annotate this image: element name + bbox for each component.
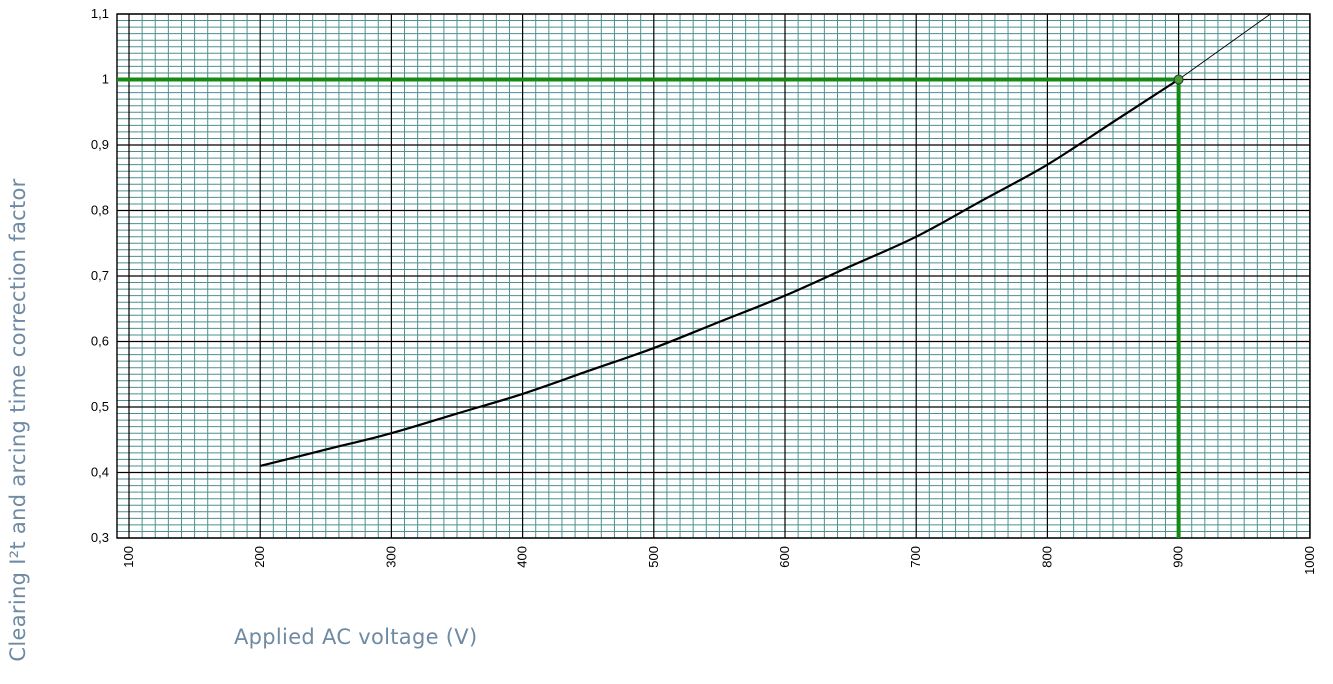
- x-tick-label: 500: [646, 546, 661, 568]
- y-tick-label: 0,7: [91, 268, 109, 283]
- x-tick-label: 800: [1039, 546, 1054, 568]
- x-tick-label: 200: [252, 546, 267, 568]
- y-tick-labels: 0,3 0,4 0,5 0,6 0,7 0,8 0,9 1 1,1: [91, 6, 109, 545]
- x-tick-label: 600: [777, 546, 792, 568]
- y-tick-label: 0,8: [91, 203, 109, 218]
- plot-border: [116, 13, 1311, 539]
- x-tick-label: 700: [908, 546, 923, 568]
- reference-lines: [117, 77, 1181, 538]
- x-tick-label: 300: [383, 546, 398, 568]
- y-tick-label: 0,6: [91, 334, 109, 349]
- plot-frame: [116, 13, 1311, 539]
- y-tick-label: 0,4: [91, 465, 109, 480]
- y-axis-title: Clearing I²t and arcing time correction …: [6, 178, 30, 662]
- y-tick-label: 1: [102, 72, 109, 87]
- y-tick-label: 0,3: [91, 530, 109, 545]
- reference-point-marker: [1173, 74, 1184, 85]
- correction-curve-extension: [1178, 14, 1271, 80]
- x-tick-label: 1000: [1302, 546, 1317, 575]
- curves: [259, 14, 1271, 468]
- x-axis-title: Applied AC voltage (V): [234, 625, 478, 649]
- x-tick-labels: 100 200 300 400 500 600 700 800 900 1000: [121, 546, 1317, 575]
- y-tick-label: 0,9: [91, 137, 109, 152]
- y-tick-label: 1,1: [91, 6, 109, 21]
- x-tick-label: 900: [1171, 546, 1186, 568]
- x-tick-label: 400: [515, 546, 530, 568]
- correction-curve: [259, 78, 1180, 468]
- markers: [1173, 74, 1184, 85]
- x-tick-label: 100: [121, 546, 136, 568]
- y-tick-label: 0,5: [91, 399, 109, 414]
